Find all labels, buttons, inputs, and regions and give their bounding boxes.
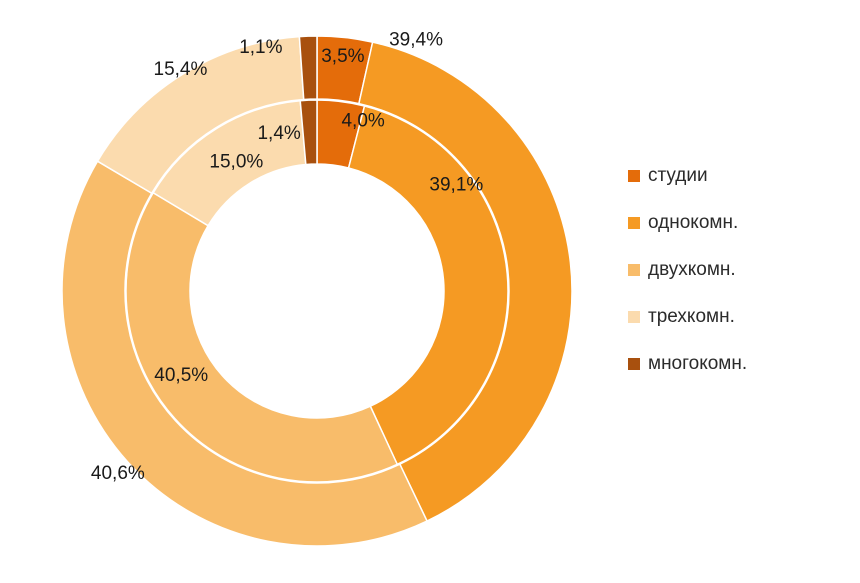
inner-ring-data-label-5: 1,4% [257, 123, 300, 144]
labels-layer: 3,5% 39,4% 40,6% 15,4% 1,1% 4,0% 39,1% 40,5% 15,… [91, 29, 483, 484]
legend-swatch [628, 263, 640, 276]
outer-ring-data-label-5: 1,1% [239, 37, 282, 58]
inner-ring-data-label-2: 39,1% [429, 175, 483, 196]
inner-ring-data-label-1: 4,0% [341, 111, 384, 132]
chart-legend: студии однокомн. двухкомн. трехкомн. многоко… [628, 152, 747, 387]
legend-item-1: студии [628, 152, 747, 199]
legend-item-3: двухкомн. [628, 246, 747, 293]
slices-layer [61, 35, 573, 547]
outer-ring-data-label-4: 15,4% [154, 59, 208, 80]
inner-ring-slice-5 [299, 99, 318, 166]
legend-item-4: трехкомн. [628, 293, 747, 340]
legend-swatch [628, 357, 640, 370]
outer-ring-data-label-3: 40,6% [91, 463, 145, 484]
outer-ring-data-label-1: 3,5% [321, 46, 364, 67]
legend-label: студии [648, 164, 708, 186]
inner-ring-slice-2 [347, 105, 509, 466]
outer-ring-slice-5 [298, 35, 318, 101]
outer-ring-slice-3 [61, 160, 429, 547]
legend-swatch [628, 310, 640, 323]
outer-ring-data-label-2: 39,4% [389, 29, 443, 50]
legend-label: однокомн. [648, 211, 739, 233]
legend-swatch [628, 169, 640, 182]
legend-swatch [628, 216, 640, 229]
legend-label: двухкомн. [648, 258, 736, 280]
legend-item-5: многокомн. [628, 340, 747, 387]
inner-ring-slice-3 [125, 191, 399, 483]
legend-item-2: однокомн. [628, 199, 747, 246]
outer-ring-slice-2 [357, 41, 573, 523]
legend-label: многокомн. [648, 352, 748, 374]
legend-label: трехкомн. [648, 305, 735, 327]
inner-ring-data-label-3: 40,5% [154, 365, 208, 386]
inner-ring-data-label-4: 15,0% [209, 152, 263, 173]
